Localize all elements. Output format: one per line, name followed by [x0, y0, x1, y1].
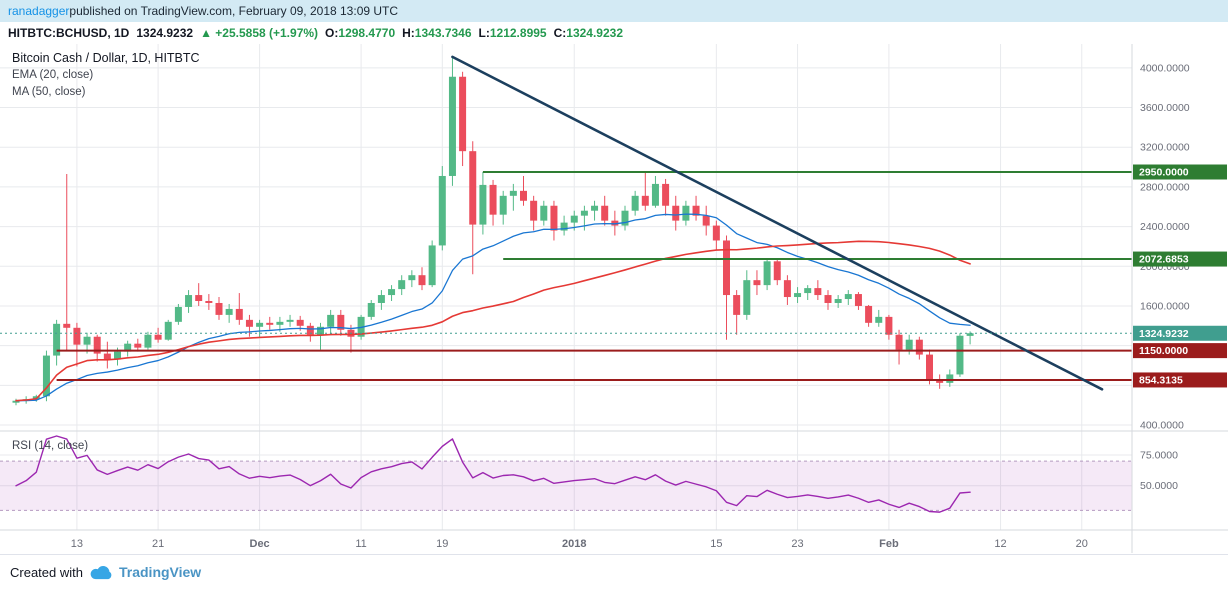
created-with-text: Created with [10, 564, 83, 580]
svg-text:400.0000: 400.0000 [1140, 420, 1184, 432]
svg-text:11: 11 [355, 538, 366, 550]
ohlc-open: O: 1298.4770 [325, 26, 396, 40]
svg-text:1324.9232: 1324.9232 [1139, 328, 1189, 340]
svg-text:15: 15 [710, 538, 722, 550]
ohlc-close: C: 1324.9232 [553, 26, 623, 40]
svg-text:21: 21 [152, 538, 164, 550]
svg-text:Dec: Dec [250, 538, 270, 550]
svg-text:1150.0000: 1150.0000 [1139, 345, 1188, 357]
publish-info: published on TradingView.com, February 0… [69, 4, 399, 18]
svg-text:3600.0000: 3600.0000 [1140, 102, 1190, 114]
symbol-bar: HITBTC:BCHUSD, 1D 1324.9232 ▲ +25.5858 (… [0, 22, 1228, 44]
svg-text:2400.0000: 2400.0000 [1140, 221, 1190, 233]
chart-area[interactable]: 400.0000 1600.0000 2000.0000 2400.0000 2800.… [0, 44, 1228, 554]
publish-header: ranadagger published on TradingView.com,… [0, 0, 1228, 22]
svg-text:Feb: Feb [879, 538, 899, 550]
svg-text:2018: 2018 [562, 538, 586, 550]
ohlc-low: L: 1212.8995 [478, 26, 547, 40]
svg-text:13: 13 [71, 538, 83, 550]
last-price-value: 1324.9232 [136, 26, 194, 40]
svg-text:2950.0000: 2950.0000 [1139, 167, 1189, 179]
svg-text:12: 12 [994, 538, 1006, 550]
svg-text:50.0000: 50.0000 [1140, 480, 1178, 492]
price-change: ▲ +25.5858 (+1.97%) [200, 26, 319, 40]
symbol-title: HITBTC:BCHUSD, 1D [8, 26, 130, 40]
svg-text:854.3135: 854.3135 [1139, 374, 1183, 386]
svg-text:3200.0000: 3200.0000 [1140, 142, 1190, 154]
svg-text:75.0000: 75.0000 [1140, 449, 1178, 461]
svg-text:4000.0000: 4000.0000 [1140, 62, 1190, 74]
svg-text:2800.0000: 2800.0000 [1140, 181, 1190, 193]
tradingview-logo-icon [90, 565, 112, 580]
svg-text:19: 19 [436, 538, 448, 550]
svg-text:1600.0000: 1600.0000 [1140, 300, 1190, 312]
svg-text:23: 23 [791, 538, 803, 550]
publisher-link[interactable]: ranadagger [8, 4, 70, 18]
ohlc-high: H: 1343.7346 [402, 26, 472, 40]
footer: Created with TradingView [0, 554, 1228, 589]
candlestick-chart[interactable]: 400.00001600.00002000.00002400.00002800.… [0, 44, 1228, 554]
svg-text:2072.6853: 2072.6853 [1139, 254, 1189, 266]
tradingview-link[interactable]: TradingView [118, 564, 202, 580]
svg-text:20: 20 [1076, 538, 1088, 550]
